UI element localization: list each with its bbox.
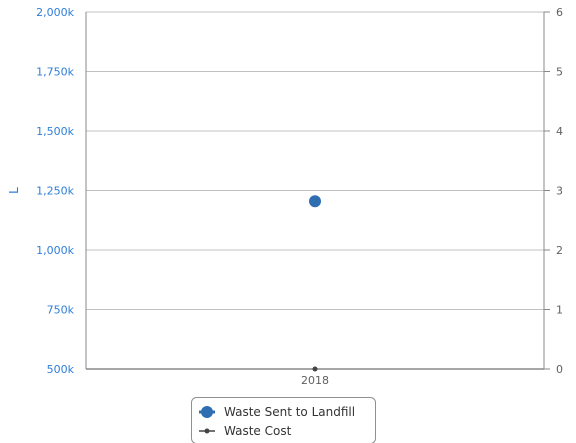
right-tick-label: 5 <box>556 66 563 79</box>
waste-landfill-point <box>309 195 321 208</box>
legend-item[interactable]: Waste Sent to Landfill <box>199 405 355 419</box>
right-tick-label: 1 <box>556 304 563 317</box>
right-tick-label: 0 <box>556 363 563 376</box>
x-axis-ticks: 2018 <box>301 374 329 387</box>
legend-swatch-marker <box>204 428 210 434</box>
right-tick-label: 6 <box>556 6 563 19</box>
left-tick-label: 1,000k <box>36 244 74 257</box>
left-tick-label: 1,750k <box>36 66 74 79</box>
waste-cost-point <box>312 366 318 372</box>
left-tick-label: 750k <box>47 304 75 317</box>
y-axis-title: L <box>7 187 21 194</box>
series-marks <box>309 195 321 372</box>
left-axis-ticks: 500k 750k 1,000k 1,250k 1,500k 1,750k 2,000k <box>36 6 74 376</box>
legend: Waste Sent to Landfill Waste Cost <box>191 397 376 443</box>
legend-label: Waste Cost <box>224 424 292 438</box>
x-tick-label: 2018 <box>301 374 329 387</box>
left-tick-label: 2,000k <box>36 6 74 19</box>
left-tick-label: 1,500k <box>36 125 74 138</box>
right-tick-label: 4 <box>556 125 563 138</box>
right-tick-label: 3 <box>556 185 563 198</box>
left-tick-label: 500k <box>47 363 75 376</box>
legend-box <box>191 397 376 443</box>
legend-label: Waste Sent to Landfill <box>224 405 355 419</box>
legend-item[interactable]: Waste Cost <box>199 424 292 438</box>
right-tick-label: 2 <box>556 244 563 257</box>
gridlines <box>86 11 544 310</box>
legend-swatch-marker <box>201 406 213 418</box>
left-tick-label: 1,250k <box>36 185 74 198</box>
right-axis-ticks: 0 1 2 3 4 5 6 <box>544 6 563 376</box>
